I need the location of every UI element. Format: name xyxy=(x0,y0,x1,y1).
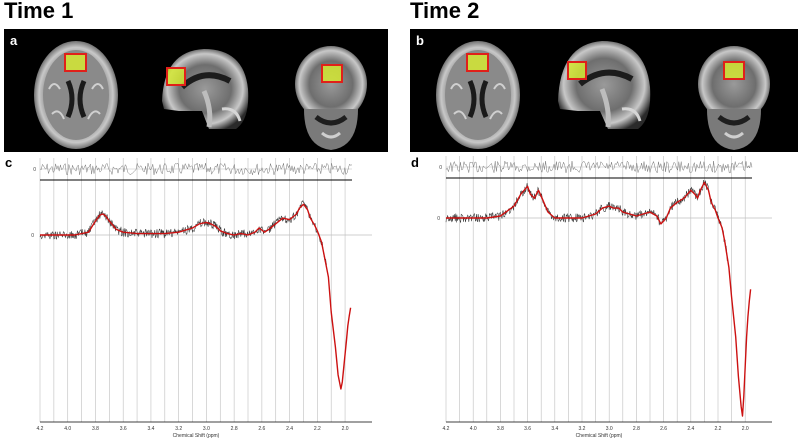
x-axis-label: Chemical Shift (ppm) xyxy=(576,433,623,438)
x-tick-label-6: 3.0 xyxy=(203,426,210,432)
x-tick-label-10: 2.2 xyxy=(314,426,321,432)
residual-trace xyxy=(39,162,353,176)
zero-label: 0 xyxy=(437,216,440,222)
spectrum-chart-d: 0 0 4.2 4.0 3.8 3.6 3.4 3.2 3.0 2.8 2.6 2.4 2.2 2.0 Ch… xyxy=(437,156,772,438)
x-tick-label-9: 2.4 xyxy=(687,426,694,432)
time1-title: Time 1 xyxy=(4,0,74,23)
mri-panel-b: b xyxy=(410,29,798,152)
x-tick-label-9: 2.4 xyxy=(286,426,293,432)
x-tick-label-3: 3.6 xyxy=(524,426,531,432)
sagittal-brain-b xyxy=(558,41,651,129)
time2-title: Time 2 xyxy=(410,0,480,23)
x-tick-label-1: 4.0 xyxy=(470,426,477,432)
residual-zero-label: 0 xyxy=(33,167,36,173)
x-tick-label-1: 4.0 xyxy=(64,426,71,432)
x-tick-label-2: 3.8 xyxy=(497,426,504,432)
x-tick-label-7: 2.8 xyxy=(633,426,640,432)
coronal-brain-a xyxy=(295,46,367,150)
coronal-brain-b xyxy=(698,46,770,150)
x-tick-label-5: 3.2 xyxy=(175,426,182,432)
axial-brain-a xyxy=(34,41,118,149)
x-tick-label-4: 3.4 xyxy=(147,426,154,432)
axial-brain-b xyxy=(436,41,520,149)
x-tick-label-6: 3.0 xyxy=(606,426,613,432)
residual-trace xyxy=(445,160,753,174)
x-tick-label-4: 3.4 xyxy=(551,426,558,432)
mri-panel-a: a xyxy=(4,29,388,152)
panel-label-b: b xyxy=(416,33,424,48)
panel-label-c: c xyxy=(5,155,13,170)
x-axis-label: Chemical Shift (ppm) xyxy=(173,433,220,438)
x-tick-label-0: 4.2 xyxy=(443,426,450,432)
sagittal-brain-a xyxy=(162,49,249,129)
x-tick-label-10: 2.2 xyxy=(715,426,722,432)
x-tick-label-0: 4.2 xyxy=(37,426,44,432)
fit-spectrum-0 xyxy=(446,181,752,417)
x-tick-label-11: 2.0 xyxy=(342,426,349,432)
x-tick-label-8: 2.6 xyxy=(258,426,265,432)
x-tick-label-5: 3.2 xyxy=(579,426,586,432)
spectrum-chart-c: 0 0 4.2 4.0 3.8 3.6 3.4 3.2 3.0 2.8 2.6 2.4 2.2 2.0 Ch… xyxy=(31,158,372,438)
x-tick-label-3: 3.6 xyxy=(120,426,127,432)
residual-zero-label: 0 xyxy=(439,165,442,171)
panel-label-d: d xyxy=(411,155,419,170)
fit-spectrum-0 xyxy=(40,203,352,390)
zero-label: 0 xyxy=(31,233,34,239)
raw-spectrum-0 xyxy=(39,199,328,265)
raw-spectrum-0 xyxy=(445,179,728,262)
x-tick-label-2: 3.8 xyxy=(92,426,99,432)
x-tick-label-8: 2.6 xyxy=(660,426,667,432)
panel-label-a: a xyxy=(10,33,18,48)
mri-images-a xyxy=(34,41,367,150)
x-tick-label-7: 2.8 xyxy=(231,426,238,432)
mri-images-b xyxy=(436,41,770,150)
x-tick-label-11: 2.0 xyxy=(742,426,749,432)
